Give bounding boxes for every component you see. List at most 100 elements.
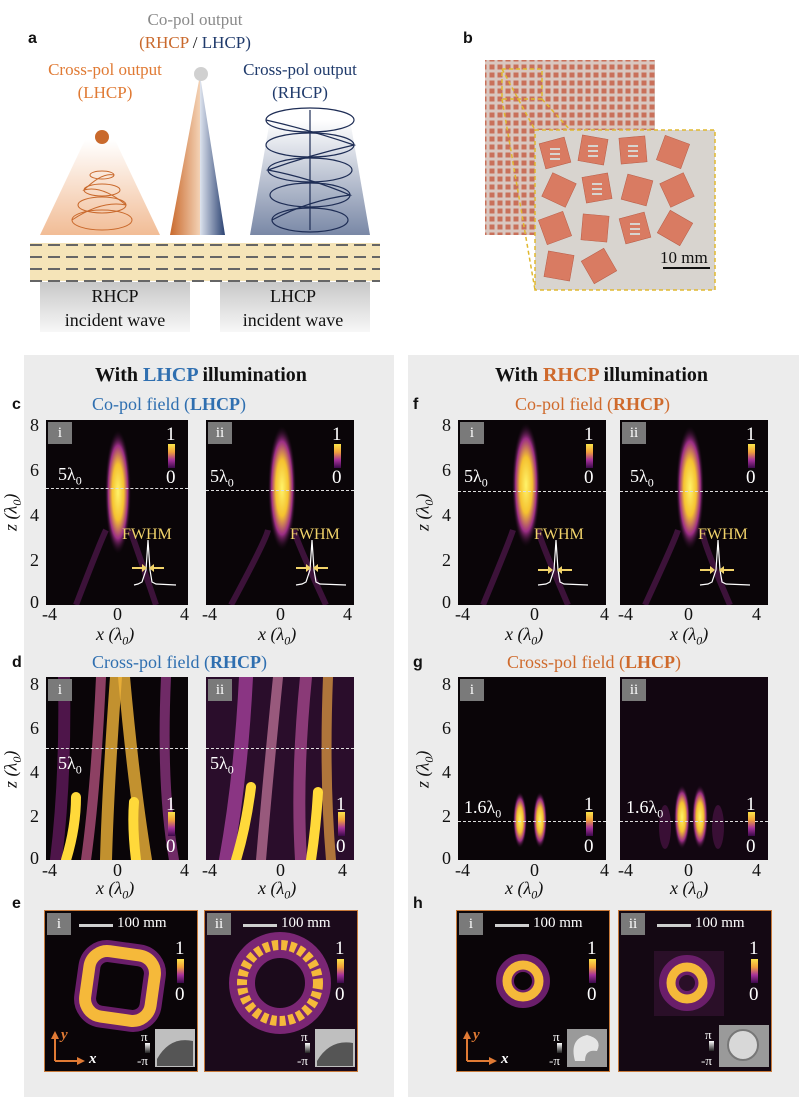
plot-d-i: i 5λ0 1 0 xyxy=(46,677,188,860)
x-label-close: ) xyxy=(702,878,709,898)
copol-output-text: Co-pol output xyxy=(147,10,243,29)
title-g-pre: Cross-pol field ( xyxy=(507,652,625,672)
title-g-pol: LHCP xyxy=(624,652,675,672)
xtick: 4 xyxy=(600,604,609,624)
panel-letter-g: g xyxy=(413,654,423,671)
xtick: -4 xyxy=(42,604,57,624)
xtick: -4 xyxy=(455,860,470,880)
crosspol-left-label: Cross-pol output (LHCP) xyxy=(30,58,180,104)
plot-c-i-field xyxy=(73,430,177,605)
scale-bar-100mm xyxy=(657,924,691,927)
z-axis-label-c: z (λ0) xyxy=(0,494,25,531)
xtick: 4 xyxy=(180,860,189,880)
crosspol-right-text: Cross-pol output xyxy=(243,60,357,79)
colorbar xyxy=(338,812,345,836)
sub-tag-d-i: i xyxy=(48,679,72,701)
sub-tag-e-ii: ii xyxy=(207,913,231,935)
left-header-pre: With xyxy=(95,364,143,386)
colorbar xyxy=(589,959,596,983)
phase-mpi-label: -π xyxy=(549,1053,560,1068)
title-f-pol: RHCP xyxy=(612,394,664,414)
incident-right-label: LHCP incident wave xyxy=(218,284,368,332)
xy-axes-icon xyxy=(463,1031,497,1065)
title-d-pre: Cross-pol field ( xyxy=(92,652,210,672)
xtick: 4 xyxy=(180,604,189,624)
sub-tag-g-ii: ii xyxy=(622,679,646,701)
phase-bar xyxy=(305,1043,310,1053)
x-label-close: ) xyxy=(537,624,544,644)
lambda-val: 5λ xyxy=(630,466,648,486)
crosspol-right-pol: (RHCP) xyxy=(272,83,328,102)
ring-square xyxy=(74,940,195,1067)
plot-c-i: i 5λ0 1 0 FWHM xyxy=(46,420,188,605)
x-label-close: ) xyxy=(128,878,135,898)
line-5lambda xyxy=(620,491,768,492)
colorbar-max: 1 xyxy=(175,938,185,959)
xtick: 4 xyxy=(752,860,761,880)
xtick: 0 xyxy=(530,604,539,624)
colorbar-min: 0 xyxy=(175,984,185,1005)
ytick: 2 xyxy=(30,806,39,826)
colorbar-min: 0 xyxy=(584,467,594,488)
z-label-close: ) xyxy=(412,750,433,757)
x-label-close: ) xyxy=(702,624,709,644)
plot-c-ii-field xyxy=(228,426,347,605)
colorbar xyxy=(751,959,758,983)
incident-left-text: incident wave xyxy=(64,310,166,330)
fwhm-label: FWHM xyxy=(698,526,748,543)
sample-photo xyxy=(485,60,716,291)
ring-noisy xyxy=(229,932,355,1067)
title-f-post: ) xyxy=(663,394,670,414)
title-f: Co-pol field (RHCP) xyxy=(515,394,670,415)
ytick: 8 xyxy=(30,674,39,694)
plot-g-ii: ii 1.6λ0 1 0 xyxy=(620,677,768,860)
colorbar-max: 1 xyxy=(166,794,176,815)
ring-small xyxy=(496,954,607,1067)
ytick: 8 xyxy=(442,415,451,435)
z-axis-label-g: z (λ0) xyxy=(412,751,437,788)
colorbar-min: 0 xyxy=(746,467,756,488)
phase-mpi-label: -π xyxy=(297,1053,308,1068)
scale-100mm-label: 100 mm xyxy=(117,915,167,931)
lambda-val: 5λ xyxy=(210,466,228,486)
sub-tag-g-i: i xyxy=(460,679,484,701)
scale-100mm-label: 100 mm xyxy=(695,915,745,931)
line-5lambda xyxy=(206,490,354,491)
scale-bar-100mm xyxy=(79,924,113,927)
copol-rhcp: (RHCP xyxy=(139,33,189,52)
colorbar-min: 0 xyxy=(166,467,176,488)
lambda-sub: 0 xyxy=(481,475,488,490)
lambda-val: 1.6λ xyxy=(626,797,658,817)
x-axis-label: x (λ0) xyxy=(96,624,134,649)
colorbar-max: 1 xyxy=(332,424,342,445)
plot-h-i: i 100 mm 1 0 π -π y x xyxy=(456,910,610,1072)
lambda-sub: 0 xyxy=(657,806,664,821)
fwhm-label: FWHM xyxy=(290,526,340,543)
incident-right-text: incident wave xyxy=(242,310,344,330)
ytick: 0 xyxy=(30,848,39,868)
plot-e-ii: ii 100 mm 1 0 π -π xyxy=(204,910,358,1072)
x-label-sub: 0 xyxy=(531,633,538,648)
title-f-pre: Co-pol field ( xyxy=(515,394,613,414)
z-label-close: ) xyxy=(412,493,433,500)
x-axis-label: x (λ0) xyxy=(258,624,296,649)
x-label-text: x (λ xyxy=(505,624,532,644)
colorbar-max: 1 xyxy=(749,938,759,959)
xtick: -4 xyxy=(618,860,633,880)
phase-pi-label: π xyxy=(705,1027,712,1042)
colorbar xyxy=(586,812,593,836)
xtick: -4 xyxy=(618,604,633,624)
xtick: 0 xyxy=(113,860,122,880)
plot-h-ii: ii 100 mm 1 0 π -π xyxy=(618,910,772,1072)
xtick: 0 xyxy=(530,860,539,880)
colorbar xyxy=(168,812,175,836)
colorbar-max: 1 xyxy=(584,424,594,445)
fwhm-label: FWHM xyxy=(534,526,584,543)
lambda-sub: 0 xyxy=(75,762,82,777)
lambda-sub: 0 xyxy=(75,473,82,488)
label-5lambda: 5λ0 xyxy=(58,464,82,489)
xtick: -4 xyxy=(202,604,217,624)
ytick: 4 xyxy=(30,505,39,525)
sub-tag-f-ii: ii xyxy=(622,422,646,444)
x-label-close: ) xyxy=(128,624,135,644)
